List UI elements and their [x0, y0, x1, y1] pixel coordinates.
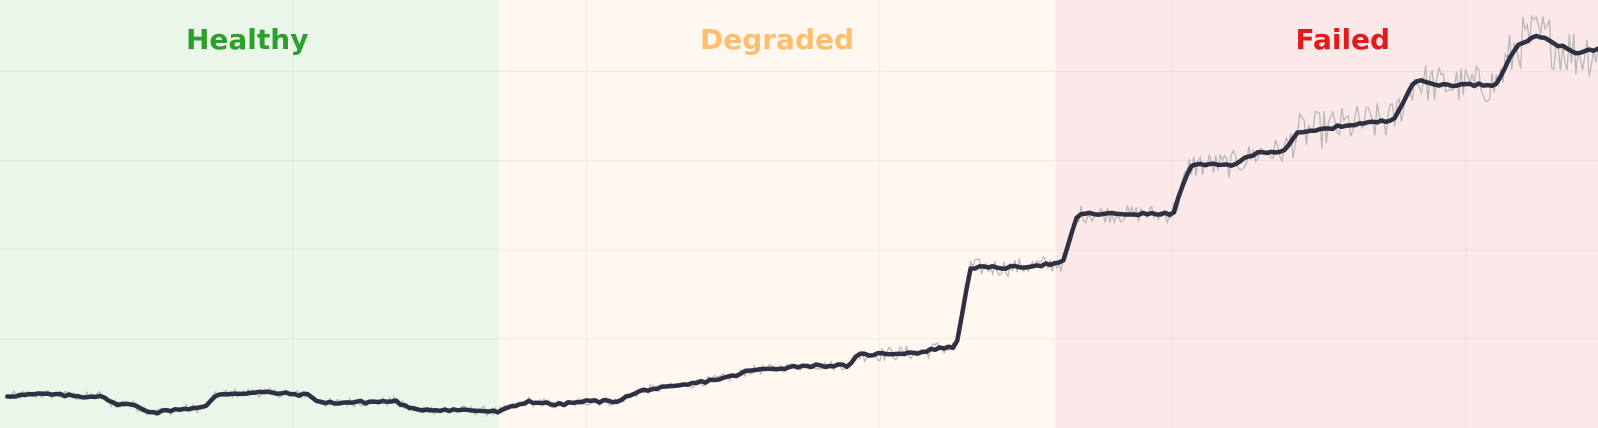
smoothed-signal-series — [5, 33, 1598, 416]
smoothed-signal-line — [5, 33, 1598, 416]
region-degraded-background — [498, 0, 1056, 428]
region-label-degraded: Degraded — [700, 23, 854, 56]
region-label-failed: Failed — [1295, 23, 1390, 56]
region-labels: Healthy Degraded Failed — [186, 23, 1390, 56]
region-healthy-background — [0, 0, 499, 428]
region-label-healthy: Healthy — [186, 23, 309, 56]
